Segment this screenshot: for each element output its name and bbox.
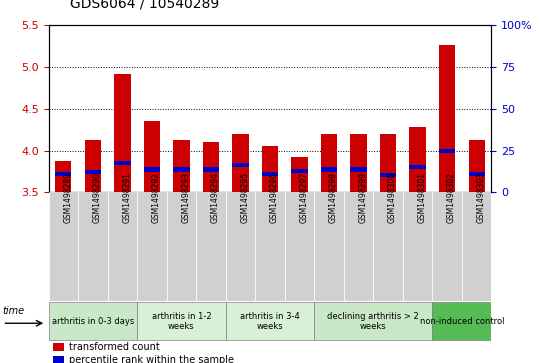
Bar — [232, 163, 248, 167]
Bar — [144, 121, 160, 192]
FancyBboxPatch shape — [462, 192, 491, 301]
FancyBboxPatch shape — [49, 302, 137, 340]
Bar — [203, 167, 219, 172]
Text: declining arthritis > 2
weeks: declining arthritis > 2 weeks — [327, 311, 419, 331]
Bar — [53, 343, 64, 351]
FancyBboxPatch shape — [167, 192, 196, 301]
FancyBboxPatch shape — [373, 192, 403, 301]
Bar — [321, 167, 337, 172]
FancyBboxPatch shape — [137, 192, 167, 301]
Bar — [439, 149, 455, 153]
Text: GSM1498294: GSM1498294 — [211, 172, 220, 223]
Text: GSM1498291: GSM1498291 — [123, 172, 131, 223]
Bar — [173, 140, 190, 192]
Text: arthritis in 1-2
weeks: arthritis in 1-2 weeks — [152, 311, 211, 331]
Bar — [203, 142, 219, 192]
Text: GSM1498301: GSM1498301 — [417, 172, 427, 223]
Bar — [173, 167, 190, 172]
Text: GDS6064 / 10540289: GDS6064 / 10540289 — [70, 0, 219, 11]
Text: GSM1498292: GSM1498292 — [152, 172, 161, 223]
FancyBboxPatch shape — [78, 192, 107, 301]
Bar — [114, 74, 131, 192]
Bar — [262, 147, 278, 192]
Text: percentile rank within the sample: percentile rank within the sample — [69, 355, 233, 363]
Bar — [262, 171, 278, 176]
FancyBboxPatch shape — [49, 192, 78, 301]
Bar — [409, 127, 426, 192]
FancyBboxPatch shape — [137, 302, 226, 340]
Bar — [85, 170, 101, 174]
Bar — [292, 157, 308, 192]
FancyBboxPatch shape — [226, 302, 314, 340]
Text: transformed count: transformed count — [69, 342, 159, 352]
FancyBboxPatch shape — [433, 192, 462, 301]
FancyBboxPatch shape — [285, 192, 314, 301]
Bar — [85, 140, 101, 192]
FancyBboxPatch shape — [255, 192, 285, 301]
Bar — [439, 45, 455, 192]
Bar — [350, 134, 367, 192]
Text: GSM1498295: GSM1498295 — [240, 172, 249, 223]
Bar — [232, 134, 248, 192]
Bar — [55, 171, 71, 176]
FancyBboxPatch shape — [433, 302, 491, 340]
FancyBboxPatch shape — [107, 192, 137, 301]
Bar — [350, 167, 367, 172]
Bar — [380, 173, 396, 178]
Text: arthritis in 3-4
weeks: arthritis in 3-4 weeks — [240, 311, 300, 331]
Bar — [469, 140, 485, 192]
Text: GSM1498297: GSM1498297 — [300, 172, 308, 223]
Bar — [292, 169, 308, 173]
Text: GSM1498300: GSM1498300 — [388, 172, 397, 223]
Bar — [114, 161, 131, 165]
Bar — [144, 167, 160, 172]
Text: GSM1498302: GSM1498302 — [447, 172, 456, 223]
Text: GSM1498298: GSM1498298 — [329, 172, 338, 223]
Text: GSM1498290: GSM1498290 — [93, 172, 102, 223]
FancyBboxPatch shape — [314, 192, 344, 301]
Text: GSM1498296: GSM1498296 — [270, 172, 279, 223]
Bar — [380, 134, 396, 192]
Text: GSM1498293: GSM1498293 — [181, 172, 191, 223]
FancyBboxPatch shape — [403, 192, 433, 301]
FancyBboxPatch shape — [314, 302, 433, 340]
Bar — [53, 356, 64, 363]
FancyBboxPatch shape — [344, 192, 373, 301]
Text: GSM1498303: GSM1498303 — [477, 172, 485, 223]
Bar — [469, 171, 485, 176]
FancyBboxPatch shape — [196, 192, 226, 301]
Text: GSM1498299: GSM1498299 — [359, 172, 368, 223]
Bar — [55, 162, 71, 192]
Text: non-induced control: non-induced control — [420, 317, 504, 326]
Bar — [321, 134, 337, 192]
Bar — [409, 165, 426, 169]
Text: GSM1498289: GSM1498289 — [63, 172, 72, 223]
Text: time: time — [3, 306, 24, 316]
FancyBboxPatch shape — [226, 192, 255, 301]
Text: arthritis in 0-3 days: arthritis in 0-3 days — [52, 317, 134, 326]
